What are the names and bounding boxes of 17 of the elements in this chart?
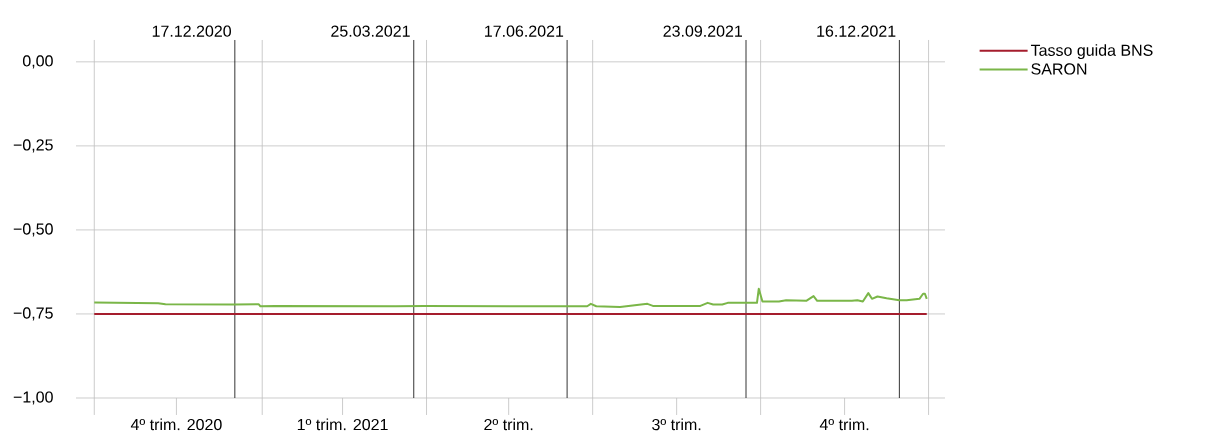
x-tick-label: 4º trim. xyxy=(819,418,869,431)
ref-line-label: 16.12.2021 xyxy=(817,25,896,37)
ref-line-label: 17.12.2020 xyxy=(152,25,231,37)
y-tick-label: −0,50 xyxy=(13,223,53,237)
y-tick-label: 0,00 xyxy=(22,55,53,69)
y-tick-label: −0,75 xyxy=(13,307,53,321)
y-tick-label: −0,25 xyxy=(13,139,53,153)
legend-label: Tasso guida BNS xyxy=(1030,44,1153,60)
x-tick-label: 3º trim. xyxy=(652,418,701,431)
legend-label: SARON xyxy=(1031,63,1087,75)
x-tick-label: 4º trim. 2020 xyxy=(130,418,222,431)
ref-line-label: 23.09.2021 xyxy=(663,25,743,37)
ref-line-label: 25.03.2021 xyxy=(331,25,410,37)
y-tick-label: −1,00 xyxy=(13,391,53,405)
ref-line-label: 17.06.2021 xyxy=(485,25,564,37)
x-tick-label: 2º trim. xyxy=(484,418,533,431)
x-tick-label: 1º trim. 2021 xyxy=(297,418,388,431)
